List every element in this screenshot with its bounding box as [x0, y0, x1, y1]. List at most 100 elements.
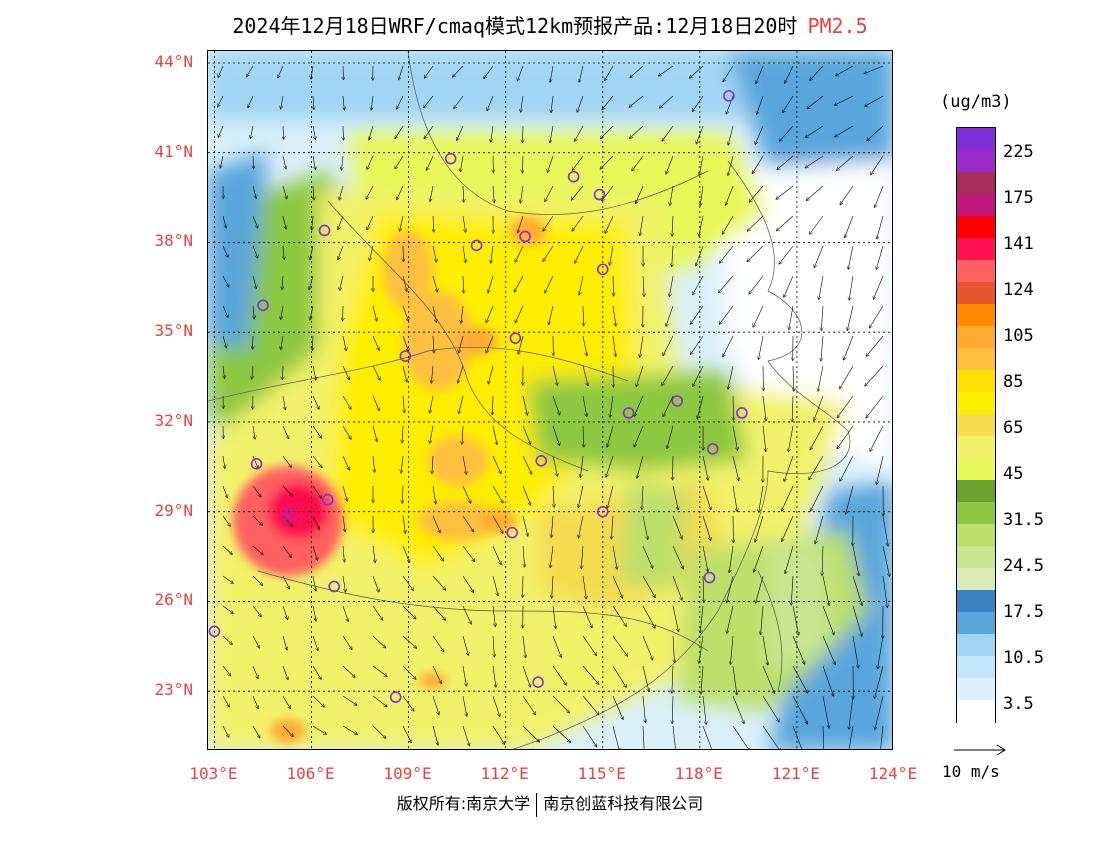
wind-arrow — [732, 725, 750, 749]
colorbar-label: 225 — [1003, 142, 1034, 162]
wind-arrow — [642, 635, 653, 660]
wind-arrow — [806, 185, 824, 200]
wind-arrow — [252, 575, 262, 585]
wind-arrow — [673, 635, 674, 662]
wind-arrow — [612, 305, 616, 326]
wind-arrow — [432, 605, 445, 620]
wind-arrow — [759, 485, 764, 512]
wind-arrow — [663, 335, 674, 355]
wind-arrow — [462, 605, 471, 624]
wind-arrow — [719, 305, 734, 324]
wind-arrow — [402, 425, 403, 443]
lat-label: 35°N — [154, 321, 193, 341]
wind-arrow — [733, 395, 734, 420]
wind-arrow — [252, 485, 261, 497]
wind-arrow — [281, 335, 284, 349]
wind-arrow — [312, 605, 316, 621]
wind-arrow — [632, 155, 644, 171]
wind-arrow — [342, 725, 357, 734]
wind-arrow — [702, 515, 711, 540]
wind-arrow — [492, 515, 503, 533]
wind-arrow — [749, 275, 764, 294]
wind-arrow — [463, 185, 464, 202]
wind-arrow — [672, 245, 673, 266]
wind-arrow — [662, 125, 674, 141]
wind-arrow — [282, 455, 291, 467]
wind-arrow — [611, 515, 613, 539]
wind-arrow — [605, 65, 614, 81]
wind-arrow — [865, 95, 884, 106]
colorbar-segment — [957, 304, 995, 327]
wind-arrow — [747, 245, 764, 261]
wind-arrow — [486, 305, 494, 322]
wind-arrow — [310, 245, 314, 260]
wind-arrow — [776, 185, 794, 199]
colorbar-segment — [957, 216, 995, 239]
station-marker — [328, 580, 340, 593]
wind-arrow — [462, 725, 469, 746]
wind-arrow — [552, 635, 561, 657]
wind-arrow — [312, 395, 319, 409]
wind-arrow — [882, 515, 888, 546]
wind-arrow — [552, 575, 553, 598]
title-main: 2024年12月18日WRF/cmaq模式12km预报产品:12月18日20时 — [232, 14, 798, 38]
wind-arrow — [759, 335, 764, 359]
wind-arrow — [487, 95, 494, 111]
wind-arrow — [579, 65, 584, 82]
wind-arrow — [571, 185, 584, 200]
wind-arrow — [492, 605, 495, 626]
wind-arrow — [849, 275, 854, 300]
wind-arrow — [672, 695, 673, 723]
wind-arrow — [312, 515, 320, 529]
colorbar-segment — [957, 502, 995, 525]
wind-arrow — [583, 305, 584, 326]
wind-arrow — [493, 635, 494, 657]
wind-arrow — [809, 455, 824, 480]
wind-arrow — [723, 65, 734, 81]
wind-arrow — [432, 575, 445, 590]
wind-arrow — [252, 665, 258, 678]
wind-arrow — [424, 125, 434, 138]
wind-arrow — [218, 95, 224, 107]
wind-arrow — [582, 365, 588, 386]
colorbar-segment — [957, 260, 995, 283]
wind-arrow — [722, 215, 734, 234]
wind-arrow — [462, 245, 466, 262]
wind-arrow — [339, 275, 344, 290]
wind-arrow — [810, 215, 824, 234]
wind-arrow — [372, 305, 377, 321]
wind-arrow — [312, 575, 316, 591]
wind-arrow — [836, 65, 854, 76]
wind-arrow — [523, 545, 525, 567]
wind-arrow — [846, 485, 854, 514]
wind-arrow — [312, 695, 324, 707]
wind-arrow — [762, 695, 779, 722]
colorbar-segment — [957, 150, 995, 173]
wind-arrow — [848, 245, 854, 269]
colorbar-label: 85 — [1003, 372, 1024, 392]
wind-arrow — [312, 725, 326, 734]
lon-label: 118°E — [674, 764, 723, 783]
wind-arrow — [424, 65, 434, 78]
wind-arrow — [432, 305, 436, 322]
wind-arrow — [462, 485, 471, 503]
wind-arrow — [488, 275, 494, 293]
copyright-left: 版权所有:南京大学 — [396, 794, 531, 813]
colorbar-segment — [957, 348, 995, 371]
colorbar-segment — [957, 524, 995, 547]
wind-arrow — [252, 605, 261, 617]
wind-arrow — [610, 395, 614, 417]
wind-arrow — [784, 275, 794, 297]
wind-arrow — [457, 125, 464, 140]
wind-arrow — [282, 575, 289, 589]
wind-arrow — [372, 395, 379, 411]
wind-arrow — [699, 635, 704, 663]
colorbar-label: 17.5 — [1003, 602, 1044, 622]
wind-arrow — [312, 635, 318, 650]
wind-arrow — [462, 695, 467, 716]
colorbar-segment — [957, 634, 995, 657]
wind-arrow — [822, 635, 835, 665]
wind-arrow — [492, 425, 497, 444]
wind-arrow — [459, 395, 464, 413]
wind-arrow — [777, 155, 794, 170]
